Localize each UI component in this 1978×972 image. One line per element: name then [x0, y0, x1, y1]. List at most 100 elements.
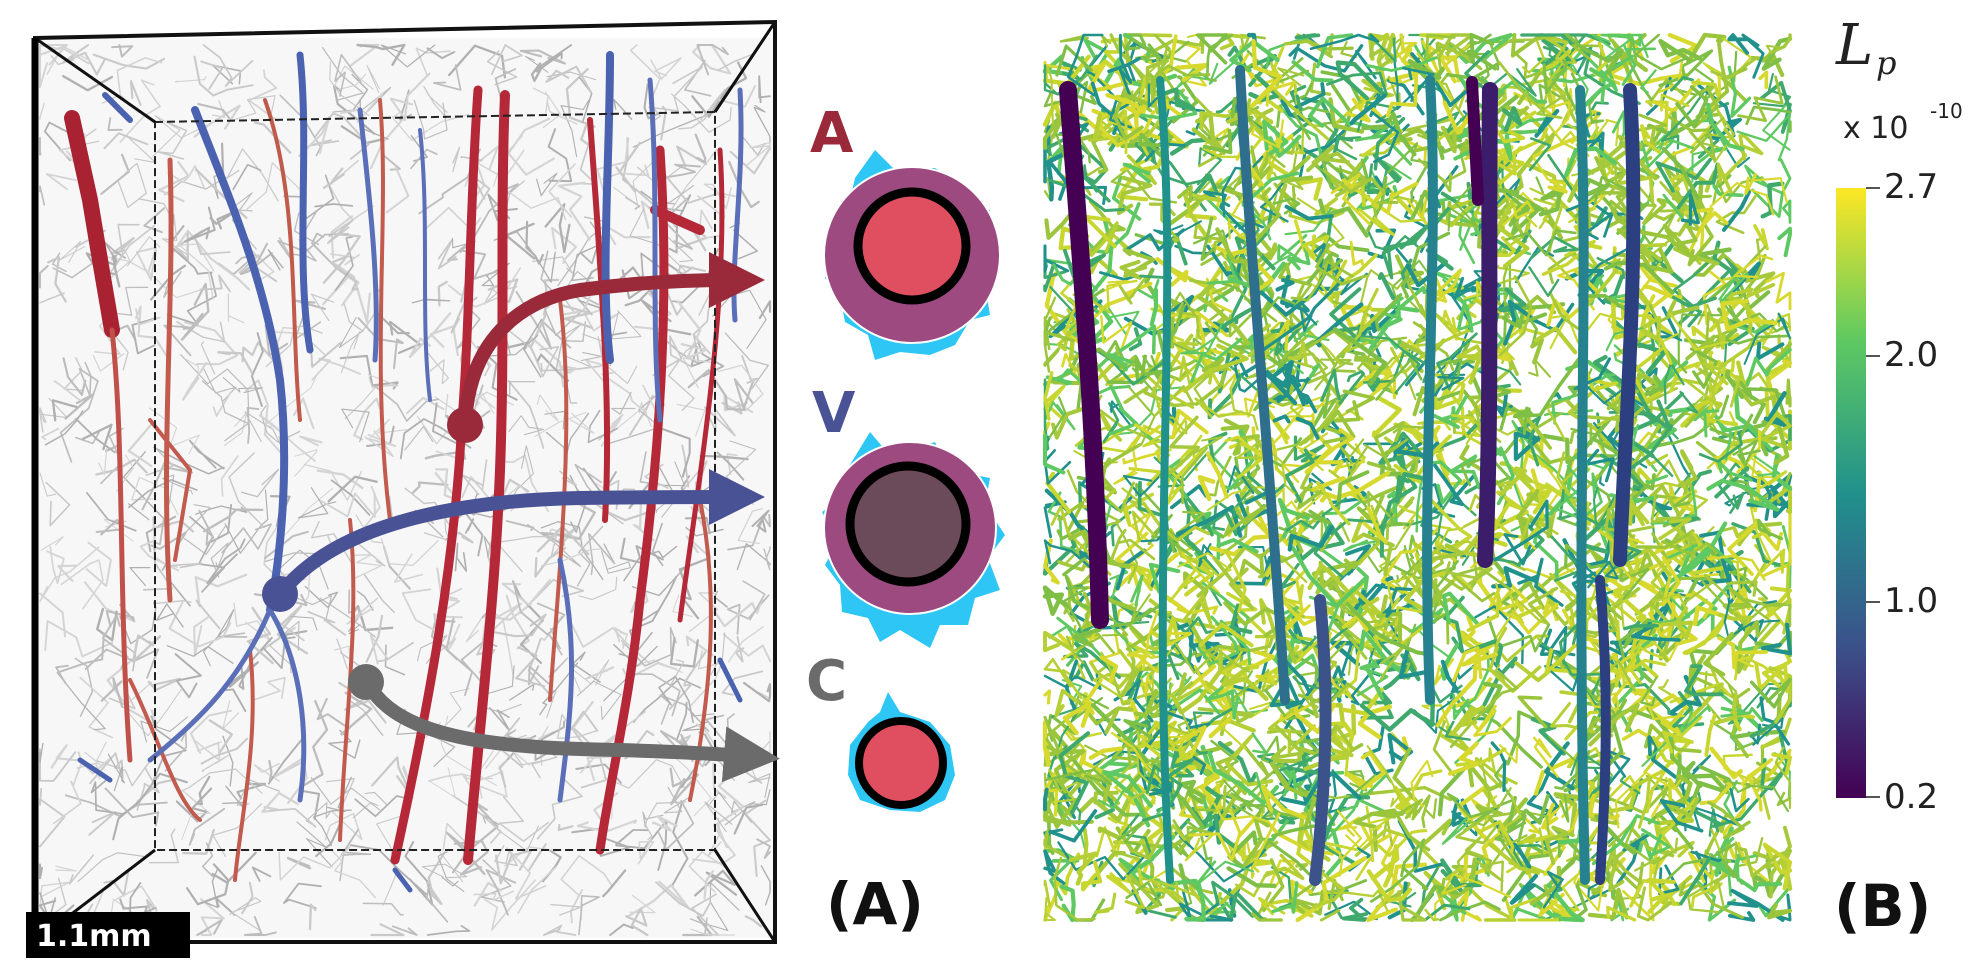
mesh-segment	[1095, 825, 1124, 858]
mesh-segment	[1366, 862, 1428, 923]
mesh-segment	[741, 354, 759, 384]
mesh-segment	[1193, 374, 1234, 417]
mesh-segment	[1261, 839, 1311, 876]
mesh-segment	[437, 851, 465, 892]
mesh-segment	[1730, 711, 1755, 732]
mesh-segment	[519, 49, 566, 65]
mesh-segment	[426, 47, 456, 60]
mesh-segment	[53, 380, 81, 402]
mesh-segment	[112, 772, 188, 841]
mesh-segment	[1308, 363, 1321, 379]
mesh-segment	[304, 585, 339, 609]
mesh-segment	[1043, 384, 1066, 421]
mesh-segment	[1727, 888, 1785, 922]
mesh-segment	[1773, 893, 1792, 922]
mesh-segment	[1758, 70, 1769, 90]
mesh-segment	[1099, 655, 1119, 683]
mesh-segment	[1736, 854, 1758, 882]
mesh-segment	[668, 194, 692, 254]
mesh-segment	[132, 634, 162, 663]
mesh-segment	[1599, 424, 1674, 473]
mesh-segment	[1701, 580, 1773, 637]
mesh-segment	[1729, 375, 1741, 408]
mesh-segment	[1690, 850, 1722, 863]
mesh-segment	[763, 546, 771, 571]
mesh-segment	[1303, 755, 1349, 771]
mesh-segment	[1631, 484, 1681, 522]
mesh-segment	[1258, 661, 1288, 686]
scale-bar-label: 1.1mm	[36, 919, 152, 954]
mesh-segment	[411, 298, 451, 304]
mesh-segment	[68, 854, 95, 885]
mesh-segment	[1365, 56, 1438, 72]
mesh-segment	[1466, 762, 1509, 792]
mesh-segment	[1107, 56, 1141, 74]
mesh-segment	[1155, 257, 1189, 287]
mesh-segment	[1610, 899, 1630, 922]
mesh-segment	[1171, 39, 1207, 87]
mesh-segment	[721, 670, 764, 696]
mesh-segment	[1558, 621, 1580, 665]
mesh-segment	[682, 357, 712, 389]
mesh-segment	[1591, 814, 1661, 866]
mesh-segment	[404, 841, 434, 906]
mesh-segment	[1379, 451, 1421, 477]
mesh-segment	[1298, 376, 1344, 447]
mesh-segment	[1517, 695, 1548, 729]
mesh-segment	[507, 117, 555, 176]
mesh-segment	[1691, 805, 1737, 832]
mesh-segment	[39, 137, 42, 156]
mesh-segment	[1269, 676, 1304, 710]
mesh-segment	[547, 657, 569, 678]
mesh-segment	[1139, 89, 1198, 121]
mesh-segment	[1527, 586, 1559, 626]
mesh-segment	[1097, 787, 1126, 810]
mesh-segment	[735, 635, 745, 663]
mesh-segment	[1717, 636, 1768, 670]
mesh-segment	[704, 801, 733, 832]
mesh-segment	[1273, 172, 1304, 191]
mesh-segment	[1648, 587, 1691, 624]
mesh-segment	[726, 453, 738, 475]
mesh-segment	[227, 661, 259, 688]
mesh-segment	[433, 688, 470, 738]
mesh-segment	[534, 411, 587, 438]
mesh-segment	[1386, 891, 1417, 908]
mesh-segment	[95, 458, 148, 476]
mesh-segment	[286, 856, 312, 870]
mesh-segment	[1043, 539, 1100, 576]
mesh-segment	[364, 791, 388, 806]
mesh-segment	[677, 264, 706, 275]
mesh-segment	[1212, 556, 1255, 611]
mesh-segment	[1345, 446, 1369, 473]
mesh-segment	[1787, 120, 1792, 133]
mesh-segment	[1662, 730, 1694, 754]
mesh-segment	[1759, 696, 1791, 746]
mesh-segment	[1341, 687, 1384, 716]
mesh-segment	[1623, 624, 1659, 631]
mesh-segment	[670, 803, 689, 888]
mesh-segment	[193, 616, 210, 657]
mesh-segment	[1137, 480, 1169, 519]
mesh-segment	[1370, 844, 1400, 888]
mesh-segment	[615, 141, 642, 193]
mesh-segment	[1663, 361, 1685, 405]
mesh-segment	[1340, 41, 1358, 59]
mesh-segment	[1194, 364, 1227, 406]
mesh-segment	[100, 677, 124, 708]
mesh-segment	[1614, 771, 1682, 829]
mesh-segment	[1125, 611, 1172, 651]
mesh-segment	[441, 876, 459, 887]
mesh-segment	[540, 250, 557, 296]
mesh-segment	[1773, 425, 1790, 465]
mesh-segment	[1043, 371, 1054, 421]
mesh-segment	[1737, 837, 1764, 868]
mesh-segment	[1391, 259, 1438, 311]
mesh-segment	[724, 332, 769, 390]
mesh-segment	[530, 62, 542, 82]
mesh-segment	[1606, 905, 1637, 922]
colorbar-tick-1: 1.0	[1884, 581, 1938, 621]
vein-arrow-dot	[262, 576, 298, 612]
mesh-segment	[542, 91, 562, 129]
mesh-segment	[448, 44, 507, 79]
